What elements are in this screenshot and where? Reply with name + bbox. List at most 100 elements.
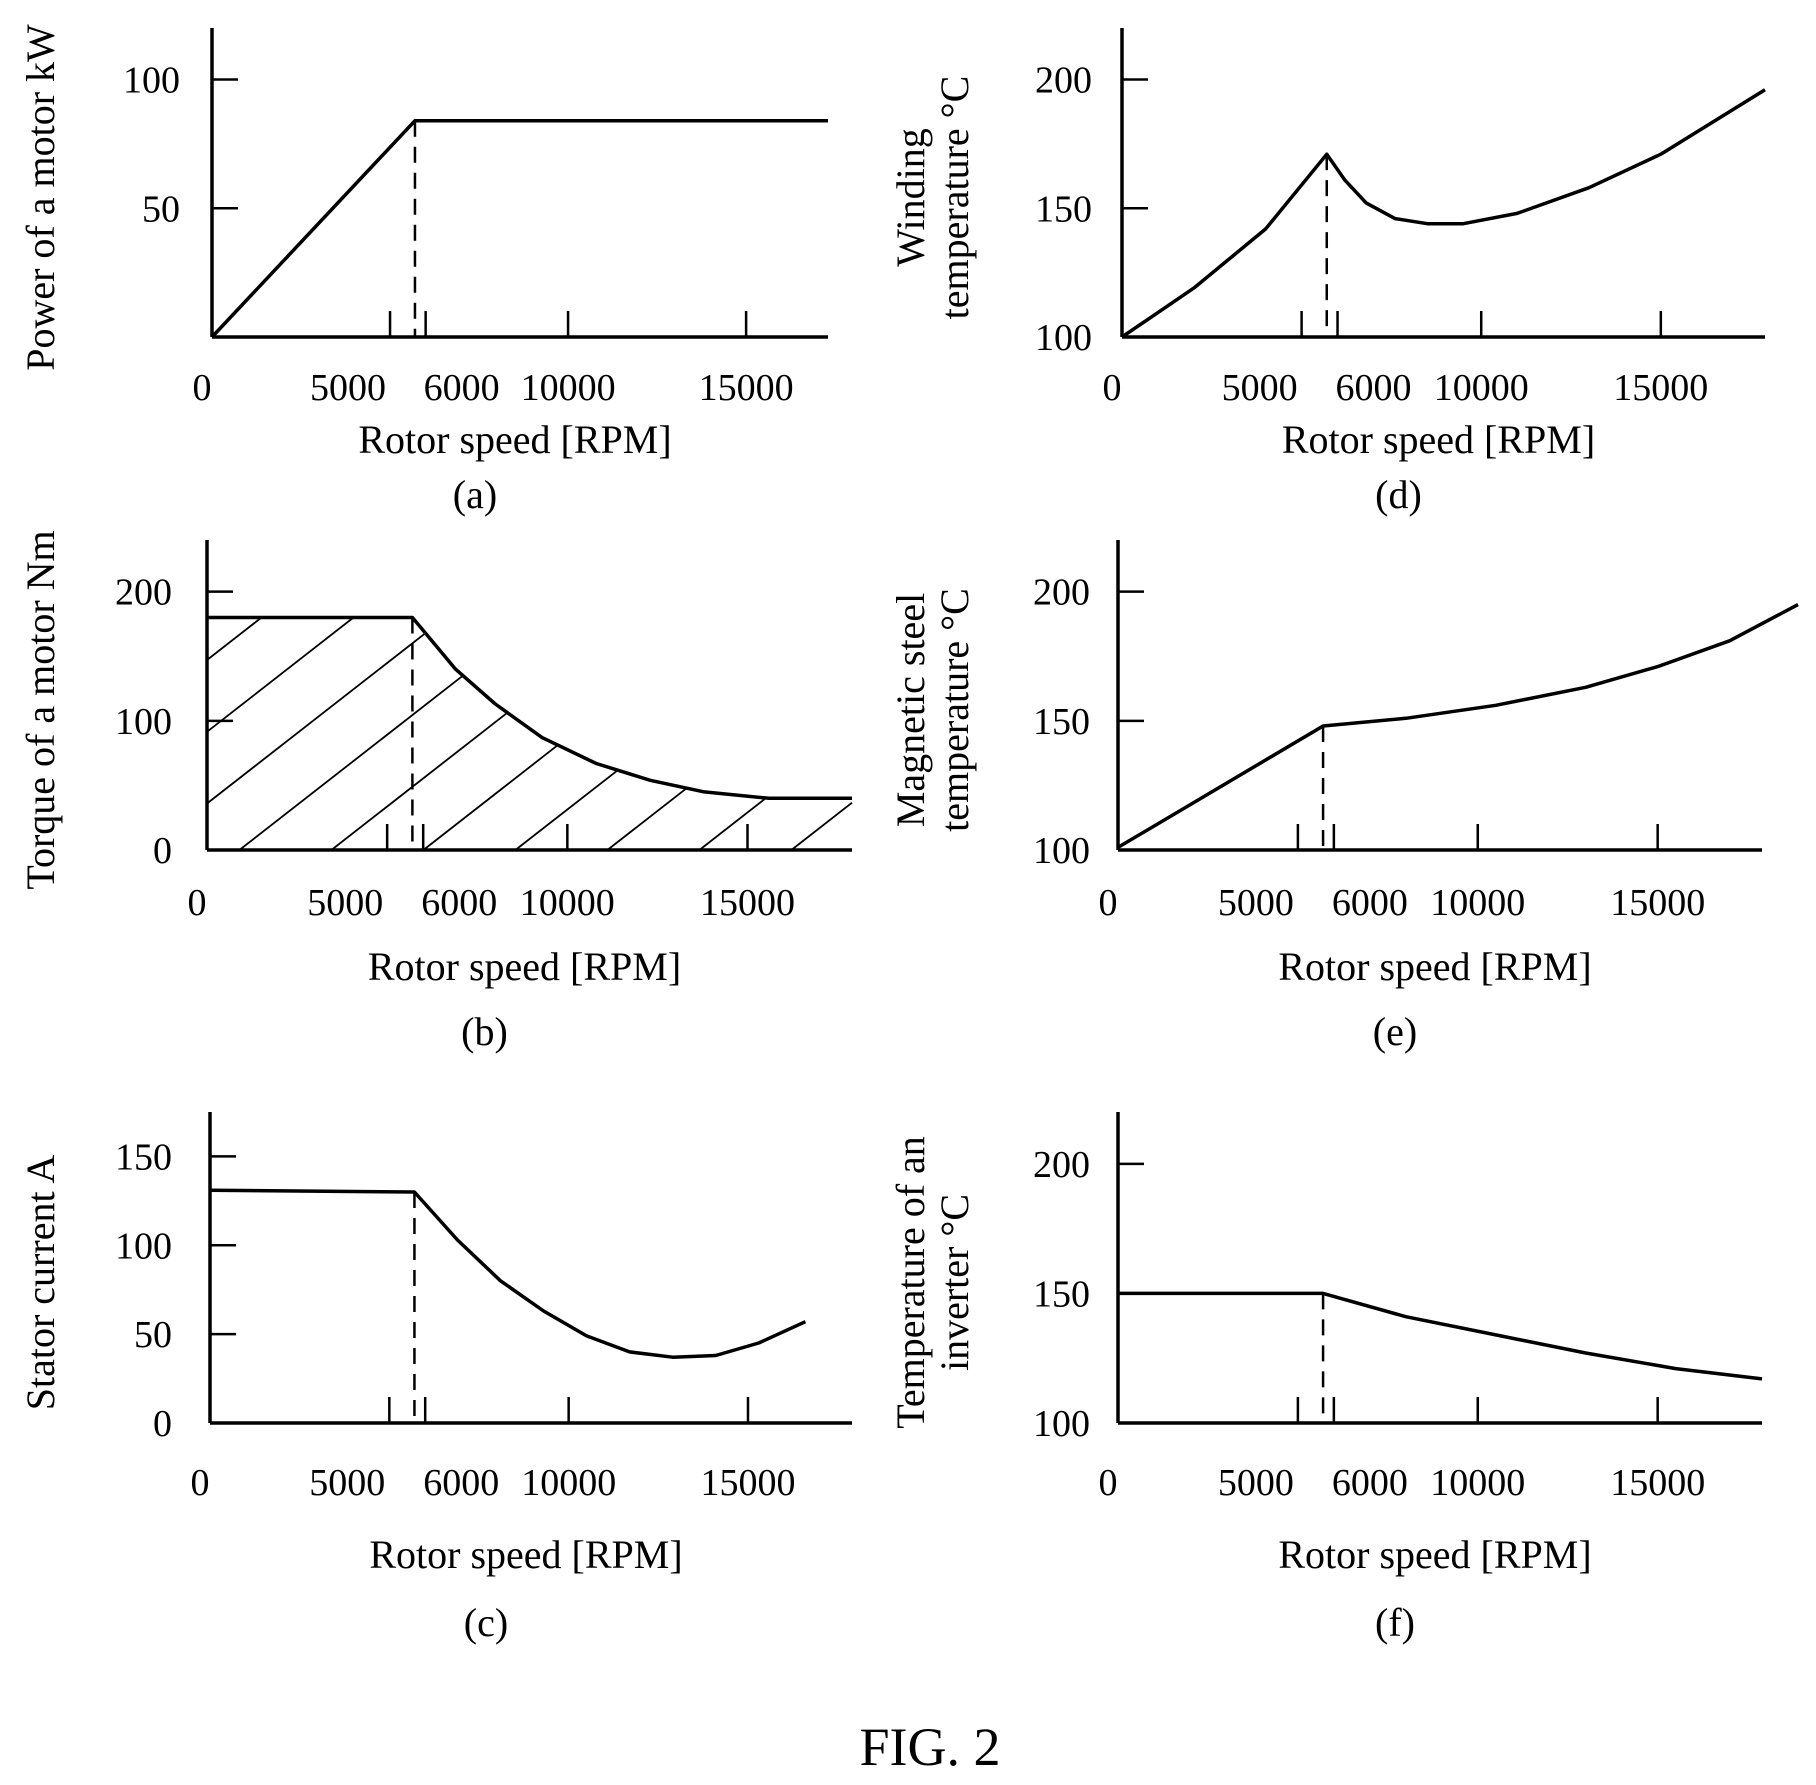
hatch-line — [698, 797, 767, 851]
y-tick-label: 100 — [123, 60, 180, 102]
hatch-line — [206, 616, 355, 733]
x-tick-label: 10000 — [521, 367, 616, 409]
y-tick-label: 200 — [1033, 572, 1090, 614]
y-tick-label: 100 — [1033, 1403, 1090, 1445]
y-tick-label: 150 — [1033, 1273, 1090, 1315]
x-tick-label: 10000 — [1430, 1462, 1525, 1504]
y-axis-title: Temperature of aninverter °C — [888, 1136, 977, 1429]
panel-caption: (a) — [453, 472, 497, 517]
x-tick-label: 6000 — [421, 882, 497, 924]
x-tick-label: 0 — [193, 367, 212, 409]
chart-panel-e: 0 5000 6000 10000 15000 200 150 100 Rotor speed … — [888, 540, 1799, 1054]
y-tick-label: 100 — [1033, 830, 1090, 872]
y-tick-label: 150 — [115, 1136, 172, 1178]
x-axis-title: Rotor speed [RPM] — [1282, 417, 1595, 462]
chart-panel-f: 0 5000 6000 10000 15000 200 150 100 Rotor speed … — [888, 1112, 1763, 1645]
x-tick-label: 5000 — [310, 367, 386, 409]
y-axis-title-line: Temperature of an — [888, 1136, 933, 1429]
x-tick-label: 6000 — [1336, 367, 1412, 409]
x-axis-title: Rotor speed [RPM] — [368, 944, 681, 989]
y-tick-label: 0 — [153, 1403, 172, 1445]
y-axis-title: Power of a motor kW — [18, 24, 63, 371]
x-tick-label: 0 — [188, 882, 207, 924]
y-axis-title-line: inverter °C — [932, 1194, 977, 1371]
y-axis-title-line: Torque of a motor Nm — [18, 530, 63, 889]
x-tick-label: 10000 — [1430, 882, 1525, 924]
y-axis-title-line: Magnetic steel — [888, 593, 933, 827]
y-axis-title-line: temperature °C — [932, 588, 977, 832]
y-tick-label: 50 — [142, 188, 180, 230]
hatch-line — [206, 632, 427, 805]
x-tick-label: 6000 — [424, 367, 500, 409]
x-tick-label: 5000 — [309, 1462, 385, 1504]
panel-caption: (e) — [1373, 1009, 1417, 1054]
panel-caption: (f) — [1375, 1600, 1415, 1645]
y-tick-label: 100 — [1035, 317, 1092, 359]
chart-panel-d: 0 5000 6000 10000 15000 200 150 100 Rotor speed … — [888, 28, 1766, 517]
y-axis-title-line: temperature °C — [932, 76, 977, 320]
x-tick-label: 6000 — [1332, 1462, 1408, 1504]
figure-caption: FIG. 2 — [859, 1717, 1000, 1777]
series-line — [1118, 1291, 1763, 1381]
hatch-fill — [206, 616, 853, 851]
y-tick-label: 200 — [1033, 1144, 1090, 1186]
x-tick-label: 15000 — [1610, 882, 1705, 924]
y-tick-label: 200 — [1035, 60, 1092, 102]
panel-caption: (c) — [464, 1600, 508, 1645]
y-axis-title-line: Power of a motor kW — [18, 24, 63, 371]
panel-caption: (d) — [1375, 472, 1422, 517]
panel-caption: (b) — [461, 1009, 508, 1054]
x-tick-label: 10000 — [1434, 367, 1529, 409]
x-tick-label: 10000 — [520, 882, 615, 924]
y-tick-label: 50 — [134, 1314, 172, 1356]
hatch-line — [238, 674, 464, 851]
y-tick-label: 200 — [115, 572, 172, 614]
x-tick-label: 15000 — [701, 1462, 796, 1504]
hatch-line — [514, 769, 619, 851]
hatch-line — [606, 787, 688, 851]
x-axis-title: Rotor speed [RPM] — [1278, 1532, 1591, 1577]
series-line — [1121, 88, 1766, 339]
x-tick-label: 15000 — [1610, 1462, 1705, 1504]
x-tick-label: 5000 — [1218, 1462, 1294, 1504]
hatch-line — [422, 744, 559, 851]
hatch-line — [206, 616, 263, 661]
x-tick-label: 6000 — [1332, 882, 1408, 924]
x-axis-title: Rotor speed [RPM] — [369, 1532, 682, 1577]
hatch-line — [330, 711, 508, 851]
y-tick-label: 150 — [1033, 701, 1090, 743]
y-tick-label: 150 — [1035, 188, 1092, 230]
x-tick-label: 6000 — [423, 1462, 499, 1504]
x-tick-label: 15000 — [700, 882, 795, 924]
chart-panel-b: 0 5000 6000 10000 15000 200 100 0 Rotor speed [R… — [18, 530, 853, 1054]
x-tick-label: 15000 — [699, 367, 794, 409]
x-axis-title: Rotor speed [RPM] — [1278, 944, 1591, 989]
y-tick-label: 100 — [115, 1225, 172, 1267]
series-line — [210, 118, 828, 339]
chart-panel-a: 0 5000 6000 10000 15000 100 50 Rotor speed [RPM… — [18, 24, 828, 517]
series-line — [209, 1188, 807, 1359]
x-tick-label: 0 — [1099, 1462, 1118, 1504]
y-tick-label: 0 — [153, 830, 172, 872]
x-tick-label: 5000 — [307, 882, 383, 924]
x-tick-label: 0 — [191, 1462, 210, 1504]
hatch-line — [790, 801, 853, 851]
x-tick-label: 15000 — [1613, 367, 1708, 409]
y-axis-title: Windingtemperature °C — [888, 76, 977, 320]
series-line — [1117, 603, 1799, 849]
y-tick-label: 100 — [115, 701, 172, 743]
x-tick-label: 10000 — [521, 1462, 616, 1504]
x-axis-title: Rotor speed [RPM] — [358, 417, 671, 462]
x-tick-label: 5000 — [1222, 367, 1298, 409]
series-line — [207, 615, 852, 801]
y-axis-title: Torque of a motor Nm — [18, 530, 63, 889]
y-axis-title: Magnetic steeltemperature °C — [888, 588, 977, 832]
y-axis-title-line: Winding — [888, 128, 933, 266]
x-tick-label: 0 — [1103, 367, 1122, 409]
y-axis-title-line: Stator current A — [18, 1155, 63, 1411]
x-tick-label: 5000 — [1218, 882, 1294, 924]
y-axis-title: Stator current A — [18, 1155, 63, 1411]
x-tick-label: 0 — [1099, 882, 1118, 924]
